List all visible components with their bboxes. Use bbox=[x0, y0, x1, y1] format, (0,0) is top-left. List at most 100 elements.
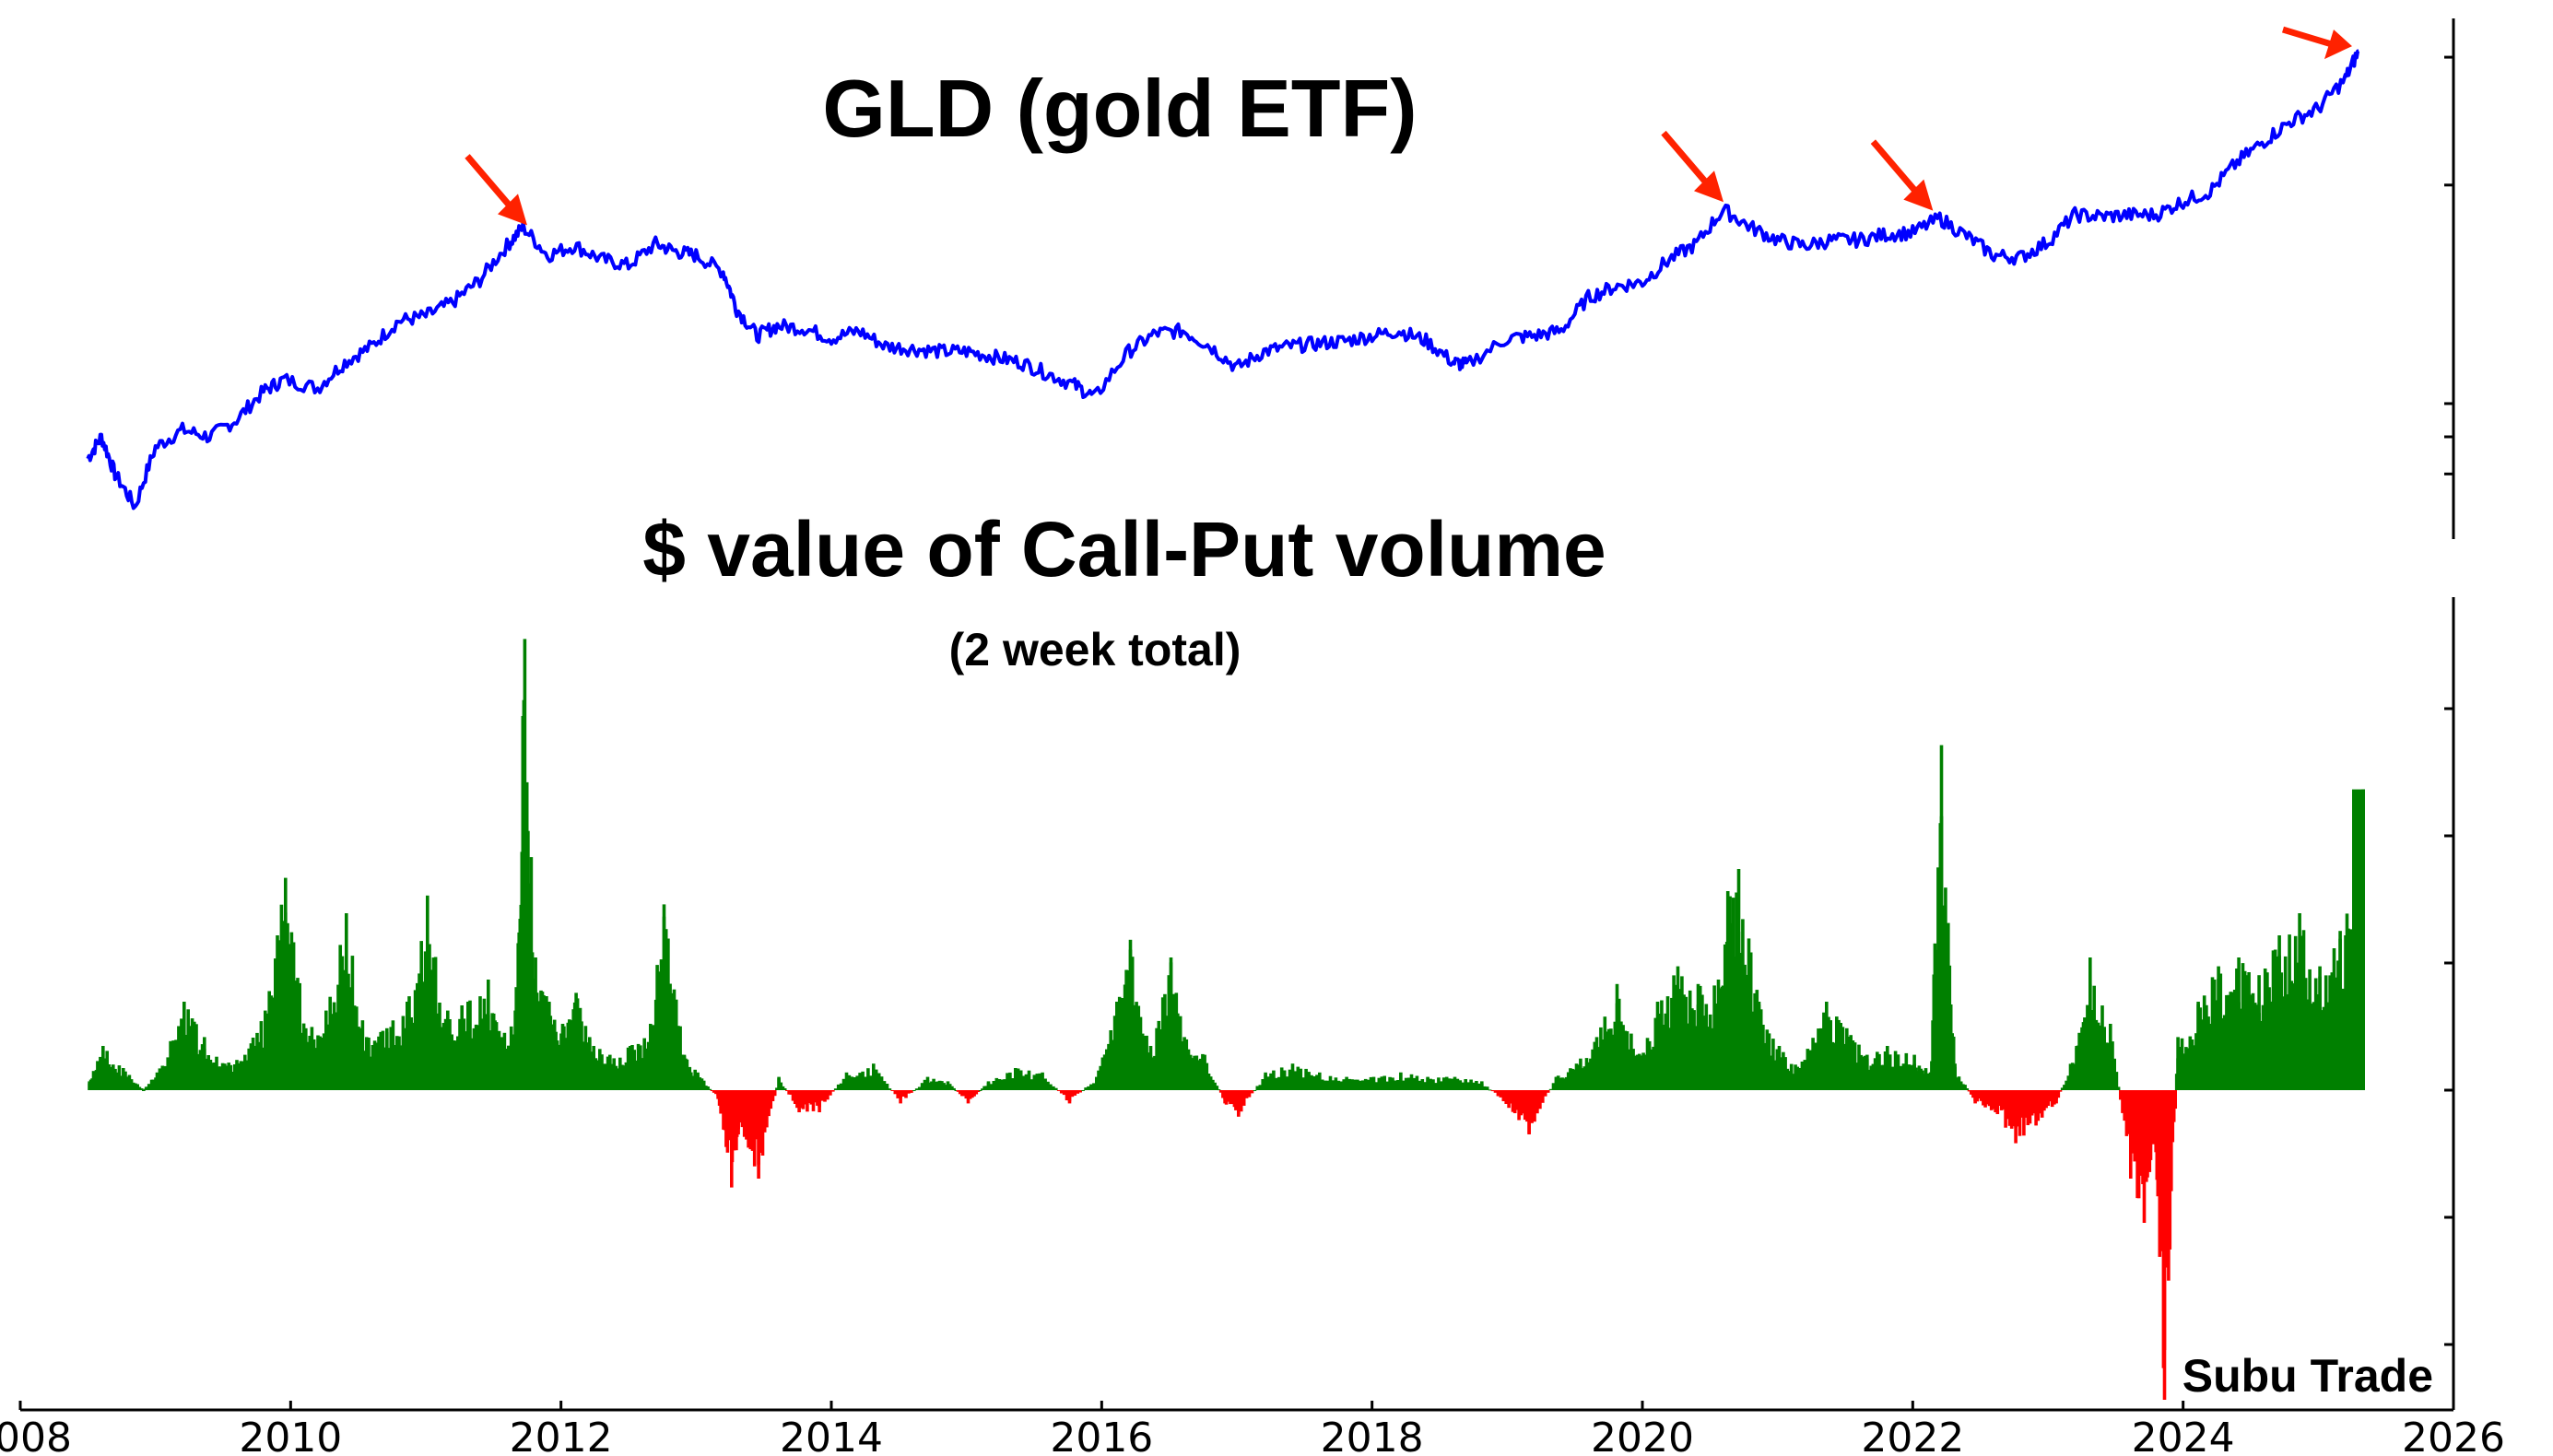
volume-bar bbox=[134, 1083, 137, 1090]
volume-bar bbox=[177, 1026, 181, 1090]
volume-bar bbox=[324, 1010, 328, 1090]
volume-bar bbox=[1773, 1060, 1777, 1090]
volume-bar bbox=[1261, 1079, 1265, 1090]
volume-bar bbox=[896, 1090, 900, 1098]
volume-bar bbox=[184, 1035, 188, 1090]
volume-bar bbox=[2283, 956, 2288, 1090]
volume-bar bbox=[1347, 1078, 1351, 1090]
volume-bar bbox=[1594, 1037, 1599, 1090]
volume-bar bbox=[1136, 1005, 1141, 1090]
volume-bar bbox=[379, 1031, 382, 1090]
volume-bar bbox=[820, 1090, 824, 1101]
volume-bar bbox=[1217, 1089, 1221, 1091]
volume-bar bbox=[606, 1056, 610, 1090]
volume-bar bbox=[1293, 1071, 1298, 1090]
volume-bar bbox=[1453, 1076, 1457, 1090]
volume-bar bbox=[1879, 1064, 1883, 1090]
volume-bar bbox=[304, 1027, 308, 1090]
volume-bar bbox=[1363, 1078, 1368, 1090]
x-tick-label: 2016 bbox=[1050, 1415, 1153, 1456]
volume-bar bbox=[1865, 1054, 1869, 1090]
volume-bar bbox=[401, 1016, 406, 1090]
volume-bar bbox=[1128, 939, 1133, 1090]
volume-bar bbox=[251, 1038, 255, 1090]
volume-bar bbox=[301, 1023, 306, 1090]
volume-bar bbox=[1247, 1090, 1252, 1098]
volume-bar bbox=[407, 996, 411, 1090]
volume-bar bbox=[872, 1063, 876, 1090]
volume-bar bbox=[2016, 1090, 2020, 1127]
volume-bar bbox=[1391, 1077, 1394, 1090]
volume-bar bbox=[1112, 1016, 1117, 1090]
volume-bar bbox=[113, 1068, 117, 1090]
volume-bar bbox=[1783, 1057, 1787, 1090]
volume-bar bbox=[1975, 1090, 1980, 1102]
volume-bar bbox=[2096, 1022, 2100, 1090]
volume-bar bbox=[1157, 1020, 1161, 1090]
volume-bar bbox=[2004, 1090, 2007, 1128]
volume-bar bbox=[1198, 1058, 1203, 1090]
volume-bar bbox=[704, 1086, 708, 1090]
volume-bar bbox=[1000, 1079, 1004, 1090]
volume-bar bbox=[1619, 1021, 1623, 1090]
volume-bar bbox=[612, 1058, 616, 1090]
volume-bar bbox=[765, 1090, 769, 1128]
volume-bar bbox=[1861, 1056, 1865, 1090]
volume-bar bbox=[448, 1019, 452, 1090]
volume-bar bbox=[972, 1090, 976, 1097]
volume-bar bbox=[1535, 1090, 1539, 1114]
volume-bar bbox=[1873, 1058, 1877, 1090]
volume-bar bbox=[914, 1088, 919, 1090]
volume-bar bbox=[1901, 1063, 1906, 1090]
volume-bar bbox=[1444, 1076, 1449, 1090]
volume-bar bbox=[306, 1041, 310, 1090]
volume-bar bbox=[1102, 1054, 1107, 1090]
volume-bar bbox=[869, 1075, 873, 1090]
volume-bar bbox=[1056, 1090, 1061, 1091]
volume-bar bbox=[1325, 1080, 1330, 1090]
volume-bar bbox=[472, 1027, 476, 1090]
volume-bar bbox=[2324, 975, 2328, 1090]
volume-bar bbox=[186, 1009, 190, 1090]
volume-bar bbox=[1073, 1090, 1077, 1096]
volume-bar bbox=[2050, 1090, 2054, 1108]
volume-bar bbox=[1406, 1077, 1411, 1090]
volume-bar bbox=[893, 1090, 898, 1095]
volume-bar bbox=[2235, 969, 2239, 1090]
volume-bar bbox=[1633, 1055, 1638, 1090]
volume-bar bbox=[1374, 1082, 1379, 1090]
volume-bar bbox=[466, 1002, 470, 1090]
volume-chart-subtitle: (2 week total) bbox=[949, 624, 1241, 675]
volume-bar bbox=[1301, 1077, 1305, 1090]
volume-bar bbox=[193, 1021, 196, 1090]
volume-bar bbox=[411, 1022, 416, 1090]
volume-bar bbox=[2265, 972, 2269, 1090]
volume-bar bbox=[129, 1079, 134, 1090]
volume-bar bbox=[194, 1024, 198, 1090]
volume-bar bbox=[1684, 996, 1688, 1090]
volume-bar bbox=[335, 1012, 338, 1090]
volume-bar bbox=[1360, 1080, 1365, 1090]
volume-bar bbox=[441, 1023, 446, 1090]
volume-bar bbox=[484, 1014, 488, 1090]
volume-bar bbox=[2249, 994, 2253, 1090]
volume-bar bbox=[362, 1051, 367, 1090]
volume-bar bbox=[1253, 1090, 1257, 1091]
volume-bar bbox=[962, 1090, 966, 1097]
volume-bar bbox=[2019, 1090, 2024, 1118]
volume-bar bbox=[1081, 1090, 1085, 1091]
volume-bar bbox=[336, 984, 340, 1090]
volume-bar bbox=[298, 982, 301, 1090]
volume-bar bbox=[2210, 977, 2215, 1090]
volume-bar bbox=[1107, 1043, 1111, 1090]
volume-bar bbox=[2180, 1038, 2184, 1090]
volume-bar bbox=[1664, 1013, 1668, 1090]
volume-bar bbox=[245, 1060, 249, 1090]
volume-bar bbox=[1153, 1055, 1157, 1090]
volume-bar bbox=[2100, 1005, 2104, 1090]
volume-bar bbox=[927, 1082, 932, 1090]
volume-bar bbox=[813, 1090, 818, 1103]
volume-bar bbox=[775, 1087, 779, 1090]
volume-bar bbox=[2288, 934, 2291, 1090]
volume-bar bbox=[2334, 977, 2338, 1090]
